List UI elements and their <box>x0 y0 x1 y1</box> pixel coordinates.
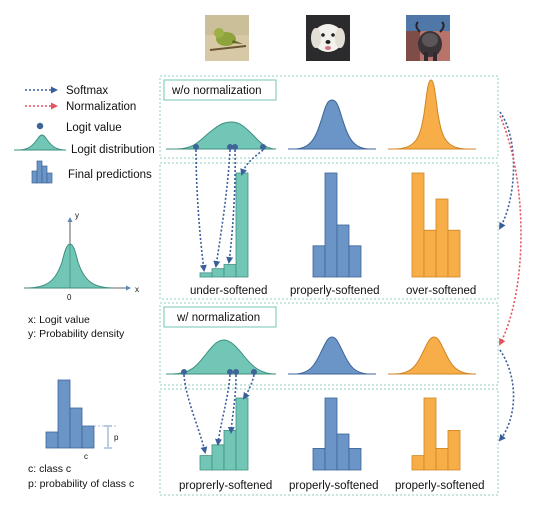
bottom-bar-group2-bar3 <box>336 433 350 471</box>
x-axis-label: x <box>135 285 139 294</box>
bottom-bar-group1-bar2 <box>211 444 225 471</box>
bottom-bar-group3-bar3 <box>435 447 449 471</box>
top-bar-group2-bar4 <box>348 245 362 278</box>
top-bars-panel <box>159 162 499 300</box>
bottom-bar-group3-bar2 <box>423 397 437 471</box>
top-bar-group3-bar2 <box>423 229 437 278</box>
top-bar-group1-bar4 <box>235 172 249 278</box>
top-dist-panel <box>159 75 499 159</box>
top-bar-group2-bar2 <box>324 172 338 278</box>
top-blue-distribution <box>293 99 371 150</box>
goat-photo <box>406 15 450 61</box>
with-norm-box <box>163 306 277 328</box>
bottom-label-properly-softened-2: properly-softened <box>395 480 485 492</box>
top-logit-dot-1 <box>193 144 199 150</box>
bottom-right-softmax-arrow <box>498 349 515 442</box>
bottom-bar-group1-bar4 <box>235 397 249 471</box>
bottom-bar-group2-bar2 <box>324 397 338 471</box>
bottom-bar-group1-bar1 <box>199 455 213 471</box>
bottom-bar-group3-bar4 <box>447 429 461 471</box>
bottom-softmax-arrows <box>183 374 255 454</box>
top-logit-dot-4 <box>260 144 266 150</box>
top-bar-group2-bar1 <box>312 245 326 278</box>
top-label-properly-softened: properly-softened <box>290 285 380 297</box>
top-bar-group3-bar1 <box>411 172 425 278</box>
bottom-bar-group2-bar4 <box>348 447 362 471</box>
origin-label: 0 <box>67 293 72 302</box>
bottom-distributions <box>166 336 476 375</box>
top-logit-dot-3 <box>232 144 238 150</box>
dog-photo <box>306 15 350 61</box>
bottom-bar-group1-bar3 <box>223 429 237 471</box>
bottom-blue-distribution <box>293 336 371 375</box>
top-bar-group1-bar3 <box>223 264 237 278</box>
bird-photo <box>205 15 249 61</box>
bottom-bar-group2-bar1 <box>312 447 326 471</box>
top-softmax-arrows <box>195 149 264 272</box>
bottom-label-properly-softened-1: properly-softened <box>289 480 379 492</box>
legend-softmax-label: Softmax <box>66 85 108 97</box>
bottom-bar-group3-bar1 <box>411 455 425 471</box>
legend-normalization-label: Normalization <box>66 101 136 113</box>
bar-example: p c c: class c p: probability of class c <box>28 379 134 490</box>
bottom-logit-dot-4 <box>251 369 257 375</box>
top-orange-distribution <box>393 79 469 150</box>
y-axis-label: y <box>75 211 79 220</box>
bottom-label-proprerly-softened: proprerly-softened <box>179 480 272 492</box>
legend-final-predictions-label: Final predictions <box>68 169 152 181</box>
top-bar-group2-bar3 <box>336 224 350 278</box>
bottom-dist-panel <box>159 302 499 386</box>
right-normalization-arrow <box>499 115 522 346</box>
top-label-over-softened: over-softened <box>406 285 476 297</box>
top-right-softmax-arrow <box>499 111 515 230</box>
bottom-logit-dot-2 <box>227 369 233 375</box>
c-description: c: class c <box>28 463 71 475</box>
prediction-bars <box>199 172 461 471</box>
top-bar-group3-bar3 <box>435 198 449 278</box>
bottom-orange-distribution <box>393 336 475 375</box>
top-bar-group1-bar2 <box>211 268 225 278</box>
legend-logit-value-label: Logit value <box>66 122 122 134</box>
top-logit-dot-2 <box>227 144 233 150</box>
final-predictions-icon <box>31 160 53 184</box>
legend: Softmax Normalization Logit value Logit … <box>14 85 155 184</box>
p-description: p: probability of class c <box>28 478 134 490</box>
bottom-logit-dot-3 <box>233 369 239 375</box>
top-bar-group3-bar4 <box>447 229 461 278</box>
x-description: x: Logit value <box>28 314 90 326</box>
top-label-under-softened: under-softened <box>190 285 267 297</box>
logit-distribution-icon <box>17 134 67 151</box>
bottom-bars-panel <box>159 388 499 496</box>
logit-value-dot-icon <box>36 122 44 130</box>
with-norm-label: w/ normalization <box>176 312 260 324</box>
top-distributions <box>166 79 476 150</box>
p-bracket-label: p <box>114 433 119 442</box>
y-description: y: Probability density <box>28 328 125 340</box>
bottom-teal-distribution <box>171 339 277 375</box>
bottom-logit-dot-1 <box>181 369 187 375</box>
without-norm-label: w/o normalization <box>171 85 261 97</box>
axes-example: y x 0 x: Logit value y: Probability dens… <box>24 211 139 340</box>
c-class-label: c <box>84 452 88 461</box>
without-norm-box <box>163 79 277 101</box>
legend-logit-distribution-label: Logit distribution <box>71 144 155 156</box>
top-bar-group1-bar1 <box>199 272 213 278</box>
